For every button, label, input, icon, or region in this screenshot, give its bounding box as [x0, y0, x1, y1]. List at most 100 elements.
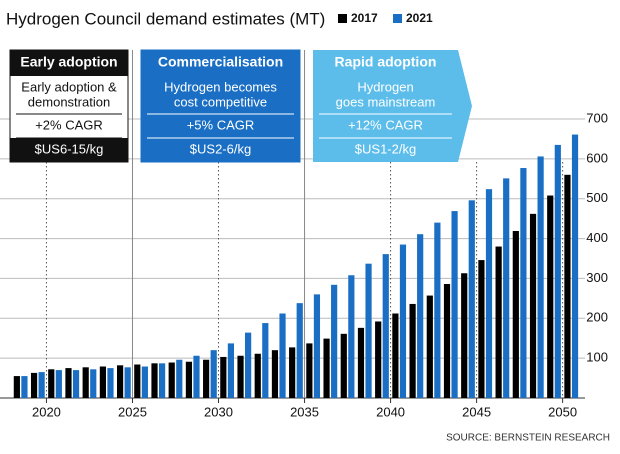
y-tick-label: 100	[586, 350, 608, 365]
bar	[409, 303, 416, 398]
legend-label: 2021	[406, 11, 433, 25]
bar	[323, 338, 330, 398]
bar	[468, 200, 475, 398]
bar	[117, 365, 124, 398]
x-tick-label: 2025	[118, 404, 147, 419]
bar	[151, 363, 158, 398]
bar	[348, 275, 355, 398]
phase-cost-bg	[10, 138, 128, 162]
bar	[443, 284, 451, 398]
bar	[210, 350, 217, 398]
phase-description: goes mainstream	[336, 94, 436, 109]
bar	[134, 364, 141, 398]
bar	[220, 356, 227, 398]
bar	[30, 372, 38, 398]
bar	[107, 368, 114, 398]
bar	[365, 263, 372, 398]
phase-growth: +12% CAGR	[348, 117, 423, 132]
bar	[537, 156, 544, 398]
phase-cost: $US1-2/kg	[355, 141, 416, 156]
bar	[65, 368, 72, 398]
y-tick-label: 600	[586, 150, 608, 165]
bar	[262, 323, 269, 398]
bar	[296, 303, 303, 398]
bar	[237, 355, 244, 398]
phase-description: Early adoption &	[21, 79, 117, 94]
bar	[254, 353, 261, 398]
bar	[399, 244, 407, 398]
phase-header	[141, 50, 300, 76]
y-tick-label: 300	[586, 270, 608, 285]
bar	[495, 246, 502, 398]
x-tick-label: 2020	[32, 404, 61, 419]
bar	[461, 273, 468, 398]
bar	[193, 355, 200, 398]
bar	[168, 362, 175, 398]
bar	[289, 347, 296, 398]
bar	[279, 313, 286, 398]
bar	[554, 144, 561, 398]
phase-cost: $US2-6/kg	[190, 141, 251, 156]
bar	[99, 366, 106, 398]
bar	[176, 359, 183, 398]
bar	[331, 284, 338, 398]
bar	[13, 376, 20, 398]
bar	[485, 189, 493, 398]
phase-title: Commercialisation	[158, 54, 283, 70]
bar	[306, 343, 313, 398]
y-tick-label: 200	[586, 310, 608, 325]
x-tick-label: 2035	[290, 404, 319, 419]
bar	[520, 168, 527, 398]
x-tick-label: 2050	[548, 404, 577, 419]
source: SOURCE: BERNSTEIN RESEARCH	[446, 433, 610, 444]
bar	[392, 313, 399, 398]
y-tick-label: 500	[586, 190, 608, 205]
x-tick-label: 2045	[462, 404, 491, 419]
bar	[21, 376, 28, 398]
bar	[48, 369, 55, 398]
phase-cost: $US6-15/kg	[35, 141, 104, 156]
bar	[82, 367, 89, 398]
bar	[185, 361, 193, 398]
bar	[227, 343, 234, 398]
bar	[245, 332, 252, 398]
y-tick-label: 700	[586, 110, 608, 125]
bar	[271, 350, 279, 398]
bar	[357, 327, 365, 398]
x-tick-label: 2030	[204, 404, 233, 419]
bar	[451, 211, 458, 398]
legend-swatch	[338, 14, 347, 23]
bar	[340, 333, 347, 398]
bar	[503, 178, 510, 398]
phase-description: Hydrogen	[357, 79, 413, 94]
bar	[158, 363, 166, 398]
bar	[547, 195, 554, 398]
bar	[124, 367, 131, 398]
phase-description: demonstration	[28, 94, 110, 109]
bar	[417, 234, 424, 398]
bar	[564, 174, 571, 398]
chart-title: Hydrogen Council demand estimates (MT)	[6, 9, 325, 28]
bar	[313, 294, 321, 398]
bar	[90, 369, 97, 398]
bar	[426, 295, 433, 398]
phase-title: Rapid adoption	[335, 54, 437, 70]
bar	[529, 213, 537, 398]
bar	[382, 254, 389, 398]
phase-description: cost competitive	[174, 94, 267, 109]
legend-label: 2017	[351, 11, 378, 25]
phase-description: Hydrogen becomes	[164, 79, 277, 94]
bar	[571, 134, 579, 398]
bar	[72, 370, 80, 398]
bar	[55, 370, 62, 398]
bar	[38, 372, 45, 398]
phase-cost-bg	[141, 138, 300, 162]
phase-header	[10, 50, 128, 76]
bar	[512, 230, 519, 398]
bar	[478, 260, 485, 398]
legend-swatch	[393, 14, 402, 23]
bar	[375, 321, 382, 398]
phase-growth: +5% CAGR	[187, 117, 255, 132]
phase-box	[313, 50, 472, 162]
